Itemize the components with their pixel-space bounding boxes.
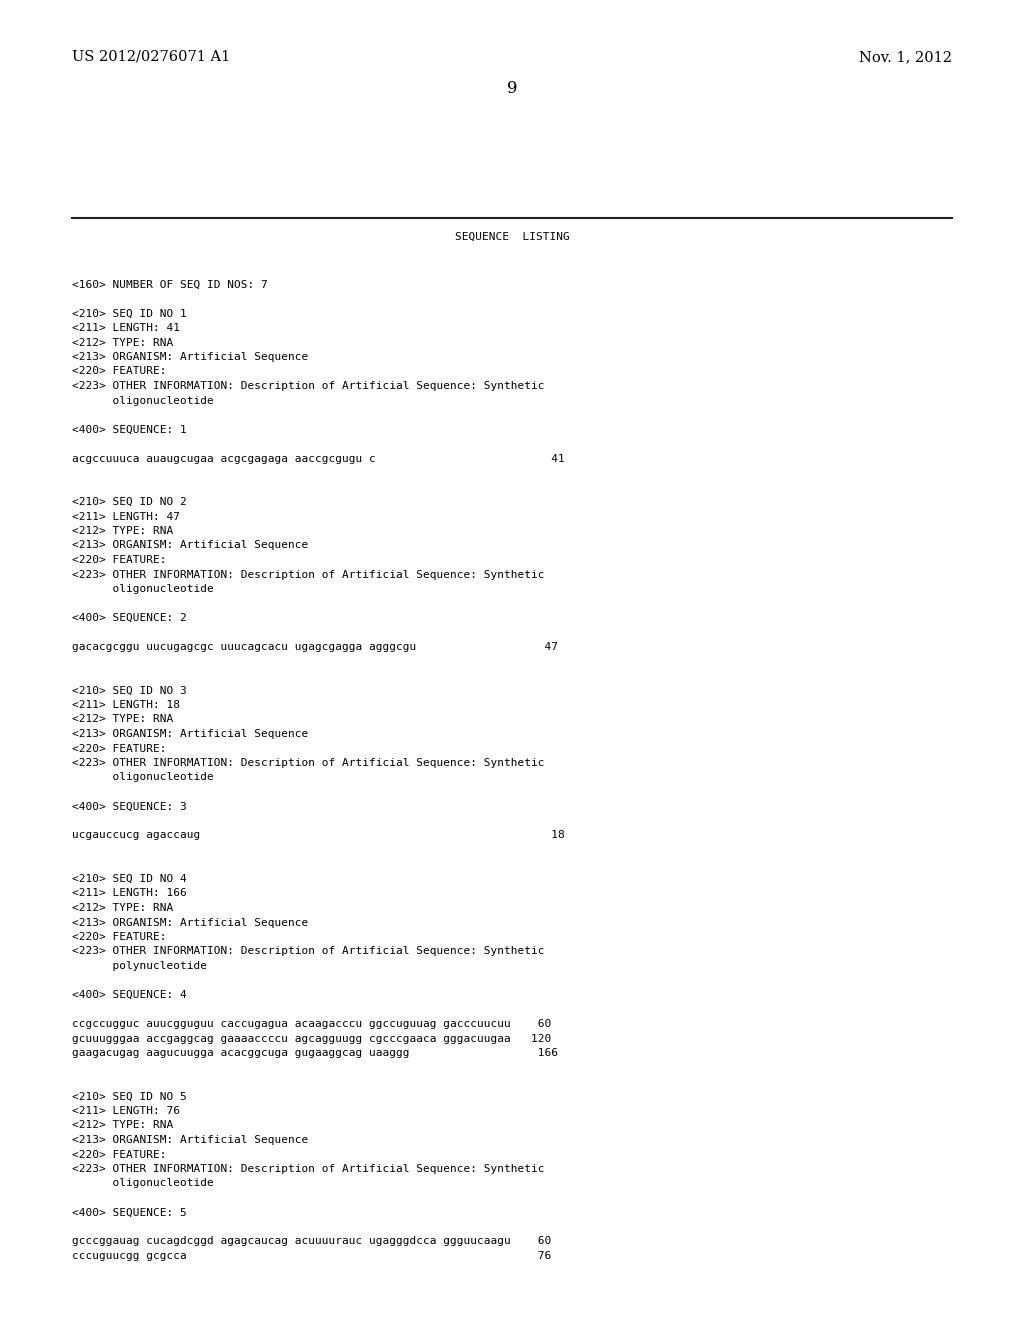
Text: <212> TYPE: RNA: <212> TYPE: RNA xyxy=(72,903,173,913)
Text: oligonucleotide: oligonucleotide xyxy=(72,396,214,405)
Text: <211> LENGTH: 166: <211> LENGTH: 166 xyxy=(72,888,186,899)
Text: <210> SEQ ID NO 1: <210> SEQ ID NO 1 xyxy=(72,309,186,318)
Text: <210> SEQ ID NO 3: <210> SEQ ID NO 3 xyxy=(72,685,186,696)
Text: <210> SEQ ID NO 2: <210> SEQ ID NO 2 xyxy=(72,498,186,507)
Text: <210> SEQ ID NO 5: <210> SEQ ID NO 5 xyxy=(72,1092,186,1101)
Text: <213> ORGANISM: Artificial Sequence: <213> ORGANISM: Artificial Sequence xyxy=(72,352,308,362)
Text: <223> OTHER INFORMATION: Description of Artificial Sequence: Synthetic: <223> OTHER INFORMATION: Description of … xyxy=(72,569,545,579)
Text: <212> TYPE: RNA: <212> TYPE: RNA xyxy=(72,714,173,725)
Text: oligonucleotide: oligonucleotide xyxy=(72,583,214,594)
Text: <400> SEQUENCE: 2: <400> SEQUENCE: 2 xyxy=(72,612,186,623)
Text: ccgccugguc auucgguguu caccugagua acaagacccu ggccuguuag gacccuucuu    60: ccgccugguc auucgguguu caccugagua acaagac… xyxy=(72,1019,551,1030)
Text: <212> TYPE: RNA: <212> TYPE: RNA xyxy=(72,525,173,536)
Text: <211> LENGTH: 76: <211> LENGTH: 76 xyxy=(72,1106,180,1115)
Text: <220> FEATURE:: <220> FEATURE: xyxy=(72,932,167,942)
Text: <220> FEATURE:: <220> FEATURE: xyxy=(72,554,167,565)
Text: gaagacugag aagucuugga acacggcuga gugaaggcag uaaggg                   166: gaagacugag aagucuugga acacggcuga gugaagg… xyxy=(72,1048,558,1059)
Text: <220> FEATURE:: <220> FEATURE: xyxy=(72,367,167,376)
Text: acgccuuuca auaugcugaa acgcgagaga aaccgcgugu c                          41: acgccuuuca auaugcugaa acgcgagaga aaccgcg… xyxy=(72,454,565,463)
Text: gcuuugggaa accgaggcag gaaaaccccu agcagguugg cgcccgaaca gggacuugaa   120: gcuuugggaa accgaggcag gaaaaccccu agcaggu… xyxy=(72,1034,551,1044)
Text: cccuguucgg gcgcca                                                    76: cccuguucgg gcgcca 76 xyxy=(72,1251,551,1261)
Text: oligonucleotide: oligonucleotide xyxy=(72,1179,214,1188)
Text: <213> ORGANISM: Artificial Sequence: <213> ORGANISM: Artificial Sequence xyxy=(72,540,308,550)
Text: <223> OTHER INFORMATION: Description of Artificial Sequence: Synthetic: <223> OTHER INFORMATION: Description of … xyxy=(72,381,545,391)
Text: <220> FEATURE:: <220> FEATURE: xyxy=(72,743,167,754)
Text: <220> FEATURE:: <220> FEATURE: xyxy=(72,1150,167,1159)
Text: <160> NUMBER OF SEQ ID NOS: 7: <160> NUMBER OF SEQ ID NOS: 7 xyxy=(72,280,267,289)
Text: US 2012/0276071 A1: US 2012/0276071 A1 xyxy=(72,50,230,63)
Text: <223> OTHER INFORMATION: Description of Artificial Sequence: Synthetic: <223> OTHER INFORMATION: Description of … xyxy=(72,946,545,957)
Text: Nov. 1, 2012: Nov. 1, 2012 xyxy=(859,50,952,63)
Text: <223> OTHER INFORMATION: Description of Artificial Sequence: Synthetic: <223> OTHER INFORMATION: Description of … xyxy=(72,758,545,768)
Text: <213> ORGANISM: Artificial Sequence: <213> ORGANISM: Artificial Sequence xyxy=(72,917,308,928)
Text: <213> ORGANISM: Artificial Sequence: <213> ORGANISM: Artificial Sequence xyxy=(72,729,308,739)
Text: <400> SEQUENCE: 3: <400> SEQUENCE: 3 xyxy=(72,801,186,812)
Text: oligonucleotide: oligonucleotide xyxy=(72,772,214,783)
Text: polynucleotide: polynucleotide xyxy=(72,961,207,972)
Text: 9: 9 xyxy=(507,81,517,96)
Text: <212> TYPE: RNA: <212> TYPE: RNA xyxy=(72,1121,173,1130)
Text: gacacgcggu uucugagcgc uuucagcacu ugagcgagga agggcgu                   47: gacacgcggu uucugagcgc uuucagcacu ugagcga… xyxy=(72,642,558,652)
Text: <210> SEQ ID NO 4: <210> SEQ ID NO 4 xyxy=(72,874,186,884)
Text: <211> LENGTH: 18: <211> LENGTH: 18 xyxy=(72,700,180,710)
Text: <400> SEQUENCE: 1: <400> SEQUENCE: 1 xyxy=(72,425,186,434)
Text: <400> SEQUENCE: 4: <400> SEQUENCE: 4 xyxy=(72,990,186,1001)
Text: <211> LENGTH: 47: <211> LENGTH: 47 xyxy=(72,511,180,521)
Text: <213> ORGANISM: Artificial Sequence: <213> ORGANISM: Artificial Sequence xyxy=(72,1135,308,1144)
Text: <223> OTHER INFORMATION: Description of Artificial Sequence: Synthetic: <223> OTHER INFORMATION: Description of … xyxy=(72,1164,545,1173)
Text: gcccggauag cucagdcggd agagcaucag acuuuurauc ugagggdcca ggguucaagu    60: gcccggauag cucagdcggd agagcaucag acuuuur… xyxy=(72,1237,551,1246)
Text: <212> TYPE: RNA: <212> TYPE: RNA xyxy=(72,338,173,347)
Text: SEQUENCE  LISTING: SEQUENCE LISTING xyxy=(455,232,569,242)
Text: <400> SEQUENCE: 5: <400> SEQUENCE: 5 xyxy=(72,1208,186,1217)
Text: <211> LENGTH: 41: <211> LENGTH: 41 xyxy=(72,323,180,333)
Text: ucgauccucg agaccaug                                                    18: ucgauccucg agaccaug 18 xyxy=(72,830,565,841)
